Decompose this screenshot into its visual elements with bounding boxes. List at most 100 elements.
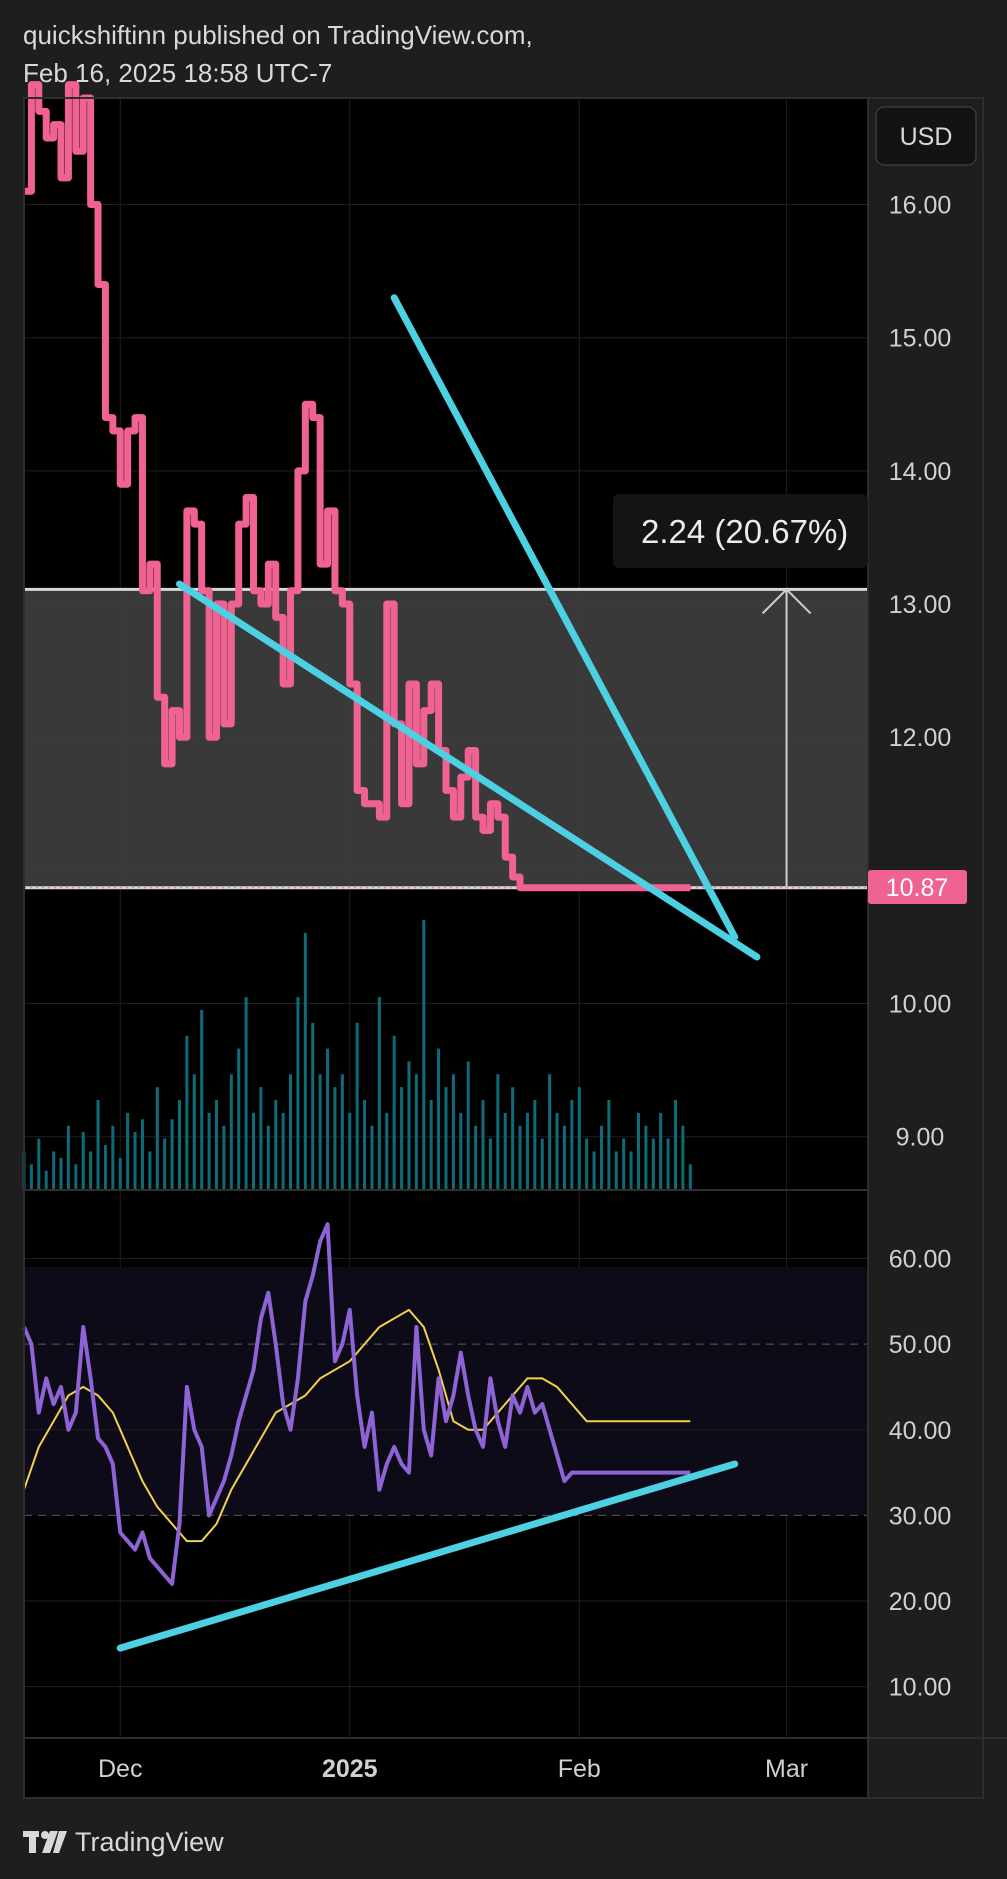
volume-bar — [674, 1100, 678, 1190]
time-tick-label: Mar — [765, 1755, 808, 1783]
volume-bar — [688, 1164, 692, 1190]
footer: TradingView — [23, 1822, 224, 1862]
volume-bar — [244, 997, 248, 1190]
volume-bar — [666, 1138, 670, 1190]
volume-bar — [437, 1048, 441, 1190]
price-tick-label: 16.00 — [889, 192, 952, 220]
rsi-series — [22, 1222, 691, 1586]
volume-bar — [355, 1022, 359, 1190]
volume-bar — [377, 997, 381, 1190]
volume-bar — [140, 1119, 144, 1190]
volume-bar — [562, 1125, 566, 1190]
volume-bar — [422, 920, 426, 1190]
volume-bar — [311, 1022, 315, 1190]
volume-bar — [570, 1100, 574, 1190]
volume-bar — [348, 1112, 352, 1190]
volume-bar — [340, 1074, 344, 1190]
volume-bar — [622, 1138, 626, 1190]
volume-bar — [103, 1145, 107, 1190]
measure-arrow-head — [761, 587, 812, 615]
volume-bar — [392, 1035, 396, 1190]
price-tick-label: 9.00 — [896, 1124, 945, 1152]
measure-label-box: 2.24 (20.67%) — [613, 494, 868, 568]
volume-bar — [407, 1061, 411, 1190]
volume-bar — [207, 1112, 211, 1190]
volume-bar — [318, 1074, 322, 1190]
price-line — [24, 81, 691, 892]
volume-bar — [592, 1151, 596, 1190]
volume-bar — [429, 1100, 433, 1190]
rsi-tick-label: 40.00 — [889, 1417, 952, 1445]
volume-bar — [118, 1157, 122, 1190]
time-tick-label: 2025 — [322, 1755, 378, 1783]
chart-frame — [23, 97, 984, 1799]
volume-bar — [229, 1074, 233, 1190]
volume-bar — [474, 1125, 478, 1190]
price-tick-label: 15.00 — [889, 325, 952, 353]
volume-bar — [370, 1125, 374, 1190]
time-tick-label: Feb — [558, 1755, 601, 1783]
rsi-ma-line — [23, 1308, 691, 1543]
volume-bar — [52, 1151, 56, 1190]
volume-bar — [214, 1100, 218, 1190]
last-price-badge: 10.87 — [868, 870, 967, 904]
rsi-tick-label: 20.00 — [889, 1588, 952, 1616]
measure-label: 2.24 (20.67%) — [641, 513, 848, 550]
usd-button[interactable]: USD — [875, 106, 977, 166]
rsi-trendline[interactable] — [116, 1460, 739, 1652]
volume-bar — [133, 1132, 137, 1190]
volume-bar — [629, 1151, 633, 1190]
volume-bar — [274, 1100, 278, 1190]
volume-bar — [192, 1074, 196, 1190]
volume-bar — [252, 1112, 256, 1190]
volume-bar — [466, 1061, 470, 1190]
volume-bar — [289, 1074, 293, 1190]
volume-bar — [148, 1151, 152, 1190]
volume-bar — [96, 1100, 100, 1190]
volume-bar — [296, 997, 300, 1190]
footer-brand: TradingView — [75, 1826, 224, 1857]
volume-bar — [555, 1112, 559, 1190]
volume-bar — [44, 1170, 48, 1190]
volume-bar — [511, 1087, 515, 1190]
volume-bar — [577, 1087, 581, 1190]
volume-bar — [266, 1125, 270, 1190]
rsi-tick-label: 30.00 — [889, 1502, 952, 1530]
rsi-band-fill — [24, 1267, 868, 1516]
volume-bar — [111, 1125, 115, 1190]
volume-bar — [177, 1100, 181, 1190]
tradingview-logo-icon — [23, 1831, 67, 1853]
volume-bar — [585, 1138, 589, 1190]
volume-bar — [200, 1010, 204, 1190]
volume-bar — [444, 1087, 448, 1190]
publish-info: quickshiftinn published on TradingView.c… — [23, 16, 533, 92]
volume-bar — [281, 1112, 285, 1190]
price-tick-label: 14.00 — [889, 458, 952, 486]
volume-bar — [548, 1074, 552, 1190]
rsi-tick-label: 50.00 — [889, 1331, 952, 1359]
volume-bar — [126, 1112, 130, 1190]
volume-bar — [89, 1151, 93, 1190]
last-price-label: 10.87 — [886, 874, 949, 902]
lower-trendline — [175, 580, 761, 961]
volume-bar — [681, 1125, 685, 1190]
volume-bar — [66, 1125, 70, 1190]
price-tick-label: 12.00 — [889, 724, 952, 752]
volume-bar — [451, 1074, 455, 1190]
volume-bar — [414, 1074, 418, 1190]
trendlines[interactable] — [175, 294, 761, 961]
volume-bar — [326, 1048, 330, 1190]
volume-bar — [385, 1112, 389, 1190]
price-series — [24, 81, 868, 892]
volume-bar — [659, 1112, 663, 1190]
rsi-band — [24, 1267, 868, 1516]
volume-bar — [155, 1087, 159, 1190]
volume-bar — [525, 1112, 529, 1190]
volume-bar — [599, 1125, 603, 1190]
volume-bar — [237, 1048, 241, 1190]
measure-tool[interactable] — [24, 587, 868, 890]
volume-bar — [81, 1132, 85, 1190]
volume-bar — [503, 1112, 507, 1190]
volume-bar — [222, 1125, 226, 1190]
